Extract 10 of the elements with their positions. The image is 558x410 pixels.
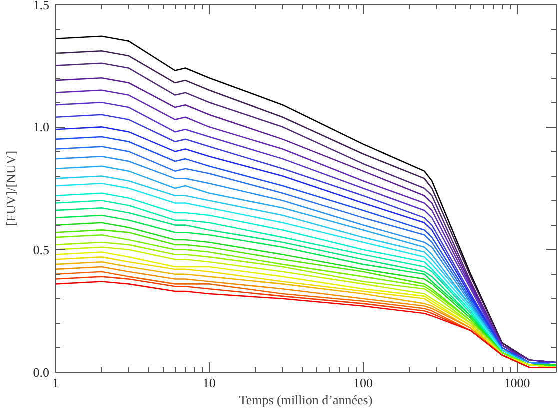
x-tick-label: 100: [354, 376, 374, 390]
y-axis-title: [FUV]/[NUV]: [3, 150, 18, 226]
y-tick-label: 0.0: [33, 365, 50, 380]
y-tick-label: 1.5: [33, 0, 50, 12]
y-tick-label: 0.5: [33, 242, 50, 258]
x-tick-label: 1: [52, 376, 59, 390]
y-tick-label: 1.0: [33, 120, 50, 135]
x-tick-label: 10: [202, 376, 216, 390]
x-axis-title: Temps (million d’années): [239, 392, 373, 408]
x-tick-label: 1000: [504, 376, 530, 390]
